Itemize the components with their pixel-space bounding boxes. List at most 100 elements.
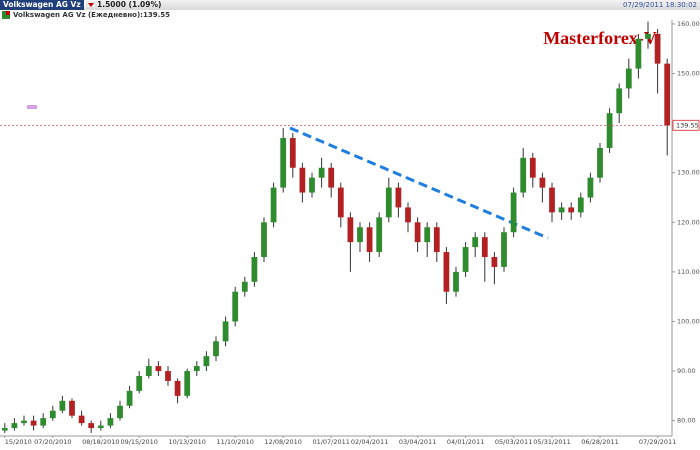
candle-body xyxy=(501,232,507,267)
candle-body xyxy=(453,271,459,292)
candle-body xyxy=(539,177,546,188)
candle-body xyxy=(472,237,479,248)
candle-body xyxy=(481,237,488,258)
candle-body xyxy=(462,247,469,272)
x-tick-label: 04/01/2011 xyxy=(447,438,484,446)
candle-body xyxy=(203,356,210,367)
x-tick-label: 10/13/2010 xyxy=(168,438,205,446)
candle-body xyxy=(376,217,383,253)
x-tick-label: 03/04/2011 xyxy=(399,438,436,446)
y-tick-label: 160.00 xyxy=(677,20,700,28)
candle-body xyxy=(11,423,18,429)
candle-body xyxy=(549,187,555,213)
candle-body xyxy=(270,187,277,223)
candle-body xyxy=(251,257,258,282)
candle-body xyxy=(88,423,95,429)
candle-body xyxy=(347,217,354,243)
candle-body xyxy=(645,33,651,39)
candle-body xyxy=(69,400,75,416)
y-tick-label: 110.00 xyxy=(677,268,700,276)
candle-body xyxy=(558,207,565,213)
candle-body xyxy=(1,428,8,431)
last-price-box xyxy=(672,119,700,131)
candle-body xyxy=(443,252,450,292)
candle-body xyxy=(318,167,325,178)
candle-body xyxy=(30,420,37,426)
candle-body xyxy=(654,33,661,64)
candle-body xyxy=(261,222,267,258)
header-bar xyxy=(0,0,700,10)
legend-text: Volkswagen AG Vz (Ежедневно):139.55 xyxy=(13,11,170,19)
candle-body xyxy=(107,418,114,426)
header-tab[interactable] xyxy=(0,0,84,10)
candle-body xyxy=(433,227,440,253)
candle-body xyxy=(395,187,402,208)
candle-body xyxy=(184,371,191,396)
candle-body xyxy=(385,187,392,218)
candle-body xyxy=(193,366,200,372)
candle-body xyxy=(664,63,671,126)
candle-body xyxy=(21,420,27,424)
down-arrow xyxy=(88,3,94,7)
header-change: 1.5000 (1.09%) xyxy=(97,0,161,9)
header-tab-text: Volkswagen AG Vz (... xyxy=(3,0,95,9)
candle-body xyxy=(309,177,315,193)
candle-body xyxy=(520,157,527,193)
x-tick-label: 12/08/2010 xyxy=(264,438,301,446)
y-tick-label: 150.00 xyxy=(677,70,700,78)
candle-body xyxy=(366,227,373,253)
x-tick-label: 02/04/2011 xyxy=(351,438,388,446)
candle-body xyxy=(328,167,335,188)
candle-body xyxy=(280,138,287,188)
candle-body xyxy=(117,405,123,419)
candle-body xyxy=(97,425,104,429)
candle-body xyxy=(491,257,498,267)
candle-body xyxy=(49,410,56,419)
candle-body xyxy=(635,38,642,69)
candle-body xyxy=(165,371,171,381)
legend-icon-part xyxy=(6,11,10,15)
candle-body xyxy=(337,187,344,218)
y-tick-label: 80.00 xyxy=(677,417,696,425)
y-tick-label: 100.00 xyxy=(677,317,700,325)
candle-body xyxy=(597,147,603,178)
candle-body xyxy=(424,227,431,243)
x-tick-label: 07/29/2011 xyxy=(639,438,676,446)
candle-body xyxy=(299,167,306,193)
candle-body xyxy=(568,207,575,213)
y-tick-label: 130.00 xyxy=(677,169,700,177)
x-tick-label: 05/03/2011 xyxy=(495,438,532,446)
candle-body xyxy=(587,177,594,198)
candle-body xyxy=(174,380,181,396)
candle-body xyxy=(357,227,363,243)
x-tick-label: 15/2010 xyxy=(5,438,32,446)
y-tick-label: 90.00 xyxy=(677,367,696,375)
candle-body xyxy=(529,157,536,178)
candle-body xyxy=(232,291,239,322)
marker xyxy=(27,105,37,109)
candle-body xyxy=(40,418,47,426)
x-tick-label: 06/28/2011 xyxy=(581,438,618,446)
candle-body xyxy=(289,138,296,168)
header-timestamp: 07/29/2011 18:30:02 xyxy=(623,1,697,9)
candle-body xyxy=(510,192,517,233)
candle-body xyxy=(222,321,229,342)
candle-body xyxy=(606,113,613,148)
chart-title: Masterforex-V xyxy=(543,28,657,48)
candle-body xyxy=(213,341,219,357)
x-tick-label: 05/31/2011 xyxy=(533,438,570,446)
x-tick-label: 09/15/2010 xyxy=(120,438,157,446)
candle-body xyxy=(126,390,133,406)
candle-body xyxy=(616,88,623,114)
candle-body xyxy=(145,366,152,377)
candle-body xyxy=(155,366,162,372)
candle-body xyxy=(405,207,411,223)
x-tick-label: 11/10/2010 xyxy=(216,438,253,446)
x-tick-label: 01/07/2011 xyxy=(312,438,349,446)
last-price-label: 139.55 xyxy=(676,121,699,129)
candle-body xyxy=(136,376,143,391)
candle-body xyxy=(577,197,584,213)
y-tick-label: 120.00 xyxy=(677,218,700,226)
candle-body xyxy=(414,222,421,243)
